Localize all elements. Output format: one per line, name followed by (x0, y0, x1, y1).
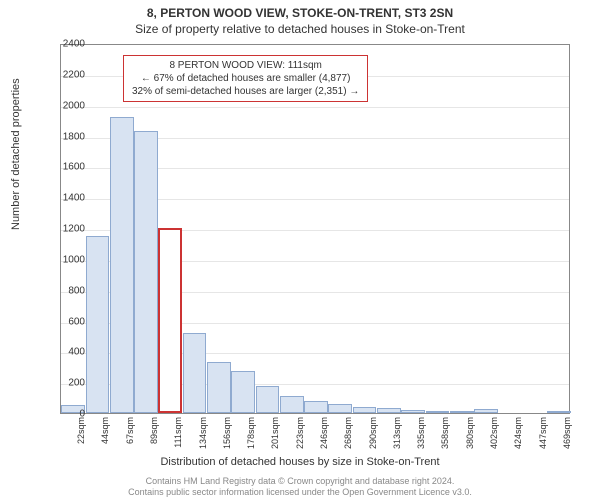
annotation-box: 8 PERTON WOOD VIEW: 111sqm← 67% of detac… (123, 55, 368, 102)
xtick-label: 223sqm (295, 417, 305, 449)
chart-area: 22sqm44sqm67sqm89sqm111sqm134sqm156sqm17… (60, 44, 570, 414)
xtick-label: 335sqm (416, 417, 426, 449)
bar (86, 236, 110, 413)
annotation-line1: 8 PERTON WOOD VIEW: 111sqm (132, 59, 359, 72)
xtick-label: 134sqm (198, 417, 208, 449)
annotation-line2: ← 67% of detached houses are smaller (4,… (132, 72, 359, 85)
titles: 8, PERTON WOOD VIEW, STOKE-ON-TRENT, ST3… (0, 0, 600, 36)
xtick-label: 67sqm (125, 417, 135, 444)
title-sub: Size of property relative to detached ho… (0, 22, 600, 36)
ytick-label: 1200 (45, 224, 85, 235)
xtick-label: 22sqm (76, 417, 86, 444)
grid-line (61, 107, 569, 108)
xtick-label: 402sqm (489, 417, 499, 449)
xtick-label: 246sqm (319, 417, 329, 449)
xtick-label: 44sqm (100, 417, 110, 444)
ytick-label: 400 (45, 347, 85, 358)
bar (134, 131, 158, 413)
ytick-label: 1000 (45, 254, 85, 265)
xtick-label: 111sqm (173, 417, 183, 448)
ytick-label: 200 (45, 378, 85, 389)
ytick-label: 2000 (45, 100, 85, 111)
xtick-label: 201sqm (270, 417, 280, 449)
xtick-label: 358sqm (440, 417, 450, 449)
bar (280, 396, 304, 413)
xtick-label: 424sqm (513, 417, 523, 449)
xtick-label: 469sqm (562, 417, 572, 449)
ytick-label: 2200 (45, 69, 85, 80)
y-axis-label: Number of detached properties (10, 78, 22, 230)
footer-line2: Contains public sector information licen… (0, 487, 600, 498)
annotation-line3: 32% of semi-detached houses are larger (… (132, 85, 359, 98)
xtick-label: 290sqm (368, 417, 378, 449)
bar (183, 333, 207, 413)
footer-line1: Contains HM Land Registry data © Crown c… (0, 476, 600, 487)
bar (353, 407, 377, 413)
xtick-label: 447sqm (538, 417, 548, 449)
xtick-label: 380sqm (465, 417, 475, 449)
bar (304, 401, 328, 413)
plot-region: 22sqm44sqm67sqm89sqm111sqm134sqm156sqm17… (60, 44, 570, 414)
bar (547, 411, 571, 413)
ytick-label: 0 (45, 409, 85, 420)
bar (207, 362, 231, 413)
ytick-label: 1600 (45, 162, 85, 173)
xtick-label: 313sqm (392, 417, 402, 449)
ytick-label: 600 (45, 316, 85, 327)
title-main: 8, PERTON WOOD VIEW, STOKE-ON-TRENT, ST3… (0, 6, 600, 20)
bar (401, 410, 425, 413)
ytick-label: 800 (45, 285, 85, 296)
x-axis-label: Distribution of detached houses by size … (0, 456, 600, 468)
xtick-label: 178sqm (246, 417, 256, 449)
xtick-label: 156sqm (222, 417, 232, 449)
bar-highlight (158, 228, 182, 413)
bar (426, 411, 450, 413)
xtick-label: 268sqm (343, 417, 353, 449)
bar (450, 411, 474, 413)
chart-container: 8, PERTON WOOD VIEW, STOKE-ON-TRENT, ST3… (0, 0, 600, 500)
ytick-label: 1400 (45, 193, 85, 204)
ytick-label: 1800 (45, 131, 85, 142)
bar (377, 408, 401, 413)
bar (110, 117, 134, 413)
ytick-label: 2400 (45, 39, 85, 50)
bar (474, 409, 498, 413)
bar (256, 386, 280, 413)
footer: Contains HM Land Registry data © Crown c… (0, 476, 600, 499)
xtick-label: 89sqm (149, 417, 159, 444)
bar (231, 371, 255, 413)
bar (328, 404, 352, 413)
